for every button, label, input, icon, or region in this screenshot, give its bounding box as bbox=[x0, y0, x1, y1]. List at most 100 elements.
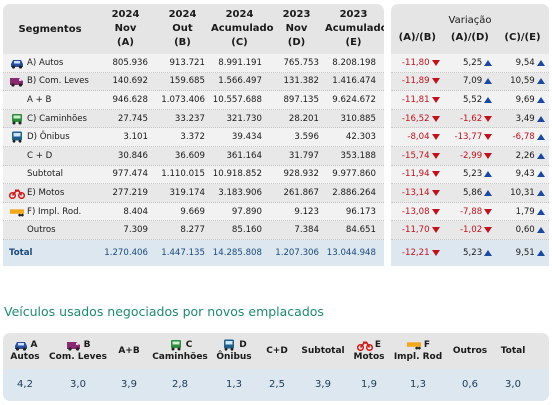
var-col-header: (C)/(E) bbox=[504, 31, 541, 43]
variation-cell: -13,77 bbox=[444, 132, 497, 142]
value-cell: 9.123 bbox=[294, 206, 319, 217]
sales-table: Segmentos 2024 Nov (A) 2024 Out (B) 2024 Acum… bbox=[3, 4, 384, 282]
value-cell: 96.173 bbox=[345, 206, 376, 217]
used-vehicles-table: A Autos B Com. Leves A+B C Caminhões D Ônibus C+D… bbox=[3, 333, 549, 401]
value-cell: 3.372 bbox=[180, 132, 205, 143]
variation-cell: -11,81 bbox=[391, 95, 444, 105]
arrow-up-icon bbox=[536, 96, 545, 103]
variation-cell: -8,04 bbox=[391, 132, 444, 142]
truck-icon bbox=[9, 113, 25, 125]
table-header: Segmentos 2024 Nov (A) 2024 Out (B) 2024 Acum… bbox=[3, 4, 384, 54]
used-value-cell: 2,5 bbox=[269, 379, 285, 390]
segment-cell: C + D bbox=[3, 151, 97, 161]
value-cell: 310.885 bbox=[340, 113, 376, 124]
variation-cell: 3,49 bbox=[496, 114, 549, 124]
trailer-icon bbox=[9, 206, 25, 218]
total-cell: 1.447.135 bbox=[161, 247, 205, 258]
used-col-header: F Impl. Rod bbox=[393, 340, 443, 362]
table-row: C) Caminhões 27.745 33.237 321.730 28.201 310… bbox=[3, 109, 384, 129]
variation-cell: -16,52 bbox=[391, 114, 444, 124]
variation-row: -16,52 -1,62 3,49 bbox=[391, 109, 549, 129]
value-cell: 897.135 bbox=[283, 94, 319, 105]
variation-cell: 2,26 bbox=[496, 151, 549, 161]
table-row: Subtotal 977.474 1.110.015 10.918.852 928.93… bbox=[3, 166, 384, 185]
used-col-header: Total bbox=[500, 346, 526, 356]
value-cell: 1.566.497 bbox=[218, 76, 262, 87]
value-cell: 2.886.264 bbox=[332, 187, 376, 198]
arrow-down-icon bbox=[484, 208, 493, 215]
table-row: E) Motos 277.219 319.174 3.183.906 261.867 2.… bbox=[3, 184, 384, 203]
table-row: D) Ônibus 3.101 3.372 39.434 3.596 42.303 bbox=[3, 128, 384, 147]
arrow-up-icon bbox=[536, 189, 545, 196]
variation-row: -13,14 5,86 10,31 bbox=[391, 184, 549, 203]
var-col-header: (A)/(D) bbox=[450, 31, 489, 43]
variation-cell: 5,25 bbox=[444, 58, 497, 68]
segment-label: E) Motos bbox=[27, 187, 65, 198]
arrow-up-icon bbox=[536, 249, 545, 256]
arrow-down-icon bbox=[484, 134, 493, 141]
value-cell: 765.753 bbox=[283, 57, 319, 68]
value-cell: 10.557.688 bbox=[212, 94, 262, 105]
value-cell: 977.474 bbox=[112, 169, 148, 180]
arrow-up-icon bbox=[536, 59, 545, 66]
variation-cell: 7,09 bbox=[444, 76, 497, 86]
value-cell: 33.237 bbox=[174, 113, 205, 124]
table-row: A) Autos 805.936 913.721 8.991.191 765.753 8.… bbox=[3, 54, 384, 73]
total-row: Total 1.270.406 1.447.135 14.285.808 1.2… bbox=[3, 239, 384, 266]
value-cell: 8.404 bbox=[123, 206, 148, 217]
used-value-cell: 3,0 bbox=[70, 379, 86, 390]
arrow-up-icon bbox=[484, 96, 493, 103]
value-cell: 8.208.198 bbox=[332, 57, 376, 68]
variation-cell: 10,31 bbox=[496, 188, 549, 198]
segment-cell: C) Caminhões bbox=[3, 113, 97, 125]
value-cell: 9.624.672 bbox=[332, 94, 376, 105]
variation-row: -11,81 5,52 9,69 bbox=[391, 91, 549, 110]
used-header-row: A Autos B Com. Leves A+B C Caminhões D Ônibus C+D… bbox=[3, 333, 549, 369]
variation-title: Variação bbox=[448, 15, 492, 26]
segment-cell: A + B bbox=[3, 95, 97, 105]
bus-icon bbox=[9, 131, 25, 143]
truck-icon bbox=[168, 339, 184, 351]
table-body: A) Autos 805.936 913.721 8.991.191 765.753 8.… bbox=[3, 54, 384, 240]
value-cell: 277.219 bbox=[112, 187, 148, 198]
variation-cell: 0,60 bbox=[496, 225, 549, 235]
variation-cell: 9,51 bbox=[496, 248, 549, 258]
variation-cell: 5,23 bbox=[444, 248, 497, 258]
variation-cell: -7,88 bbox=[444, 207, 497, 217]
arrow-down-icon bbox=[431, 96, 440, 103]
segment-label: A + B bbox=[27, 94, 52, 105]
value-cell: 321.730 bbox=[226, 113, 262, 124]
variation-row: -13,08 -7,88 1,79 bbox=[391, 203, 549, 222]
used-col-header: Subtotal bbox=[301, 346, 345, 356]
used-value-cell: 3,9 bbox=[315, 379, 331, 390]
arrow-up-icon bbox=[484, 171, 493, 178]
used-value-cell: 1,3 bbox=[226, 379, 242, 390]
used-col-header: D Ônibus bbox=[216, 339, 252, 362]
used-value-cell: 3,0 bbox=[505, 379, 521, 390]
segment-label: D) Ônibus bbox=[27, 132, 70, 143]
value-cell: 261.867 bbox=[283, 187, 319, 198]
value-cell: 928.932 bbox=[283, 169, 319, 180]
col-header-d: 2023 Nov (D) bbox=[282, 9, 311, 48]
total-cell: 1.270.406 bbox=[104, 247, 148, 258]
col-header-a: 2024 Nov (A) bbox=[111, 9, 140, 48]
value-cell: 319.174 bbox=[169, 187, 205, 198]
arrow-up-icon bbox=[536, 78, 545, 85]
col-header-c: 2024 Acumulado (C) bbox=[211, 9, 274, 48]
value-cell: 8.277 bbox=[180, 225, 205, 236]
value-cell: 805.936 bbox=[112, 57, 148, 68]
value-cell: 131.382 bbox=[283, 76, 319, 87]
value-cell: 1.073.406 bbox=[161, 94, 205, 105]
used-col-header: A+B bbox=[118, 346, 140, 356]
value-cell: 85.160 bbox=[231, 225, 262, 236]
variation-cell: -15,74 bbox=[391, 151, 444, 161]
variation-cell: 9,54 bbox=[496, 58, 549, 68]
used-col-header: B Com. Leves bbox=[49, 340, 107, 362]
value-cell: 3.101 bbox=[123, 132, 148, 143]
value-cell: 159.685 bbox=[169, 76, 205, 87]
table-row: B) Com. Leves 140.692 159.685 1.566.497 131.… bbox=[3, 72, 384, 92]
variation-cell: -11,89 bbox=[391, 76, 444, 86]
segment-cell: Subtotal bbox=[3, 169, 97, 179]
segment-label: Outros bbox=[27, 225, 56, 236]
value-cell: 7.309 bbox=[123, 225, 148, 236]
